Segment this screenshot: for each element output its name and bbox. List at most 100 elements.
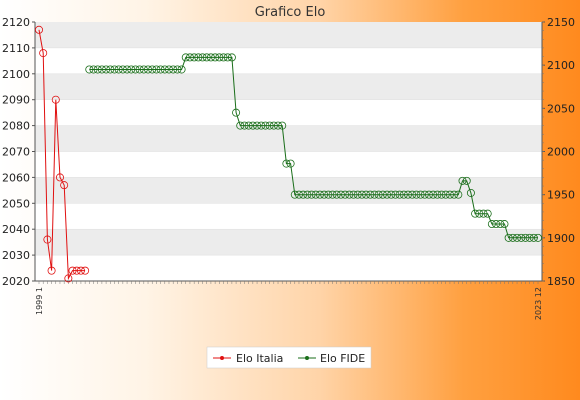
data-point xyxy=(462,176,471,185)
data-point xyxy=(286,159,295,168)
data-point xyxy=(504,233,513,242)
data-point xyxy=(404,190,413,199)
data-point xyxy=(341,190,350,199)
data-point xyxy=(160,65,169,74)
data-point xyxy=(525,233,534,242)
legend-box xyxy=(206,346,372,369)
legend-marker-elo-italia xyxy=(220,356,224,360)
data-point xyxy=(110,65,119,74)
data-point xyxy=(278,121,287,130)
y-tick-label-left: 2030 xyxy=(2,249,30,262)
data-point xyxy=(328,190,337,199)
data-point xyxy=(97,65,106,74)
data-point xyxy=(131,65,140,74)
data-point xyxy=(345,190,354,199)
data-point xyxy=(227,53,236,62)
y-tick-label-right: 2100 xyxy=(547,59,575,72)
data-point xyxy=(47,266,56,275)
data-point xyxy=(194,53,203,62)
data-point xyxy=(433,190,442,199)
data-point xyxy=(450,190,459,199)
data-point xyxy=(236,121,245,130)
data-point xyxy=(261,121,270,130)
data-point xyxy=(248,121,257,130)
data-point xyxy=(215,53,224,62)
y-tick-label-right: 1900 xyxy=(547,232,575,245)
data-point xyxy=(81,266,90,275)
data-point xyxy=(181,53,190,62)
data-point xyxy=(513,233,522,242)
data-point xyxy=(500,220,509,229)
data-point xyxy=(374,190,383,199)
data-point xyxy=(211,53,220,62)
data-point xyxy=(60,181,69,190)
data-point xyxy=(353,190,362,199)
y-tick-label-right: 2150 xyxy=(547,16,575,29)
data-point xyxy=(43,235,52,244)
data-point xyxy=(299,190,308,199)
grid-band xyxy=(35,73,542,100)
data-point xyxy=(357,190,366,199)
data-point xyxy=(190,53,199,62)
data-point xyxy=(290,190,299,199)
data-point xyxy=(408,190,417,199)
legend: Elo Italia Elo FIDE xyxy=(206,346,372,369)
data-point xyxy=(240,121,249,130)
data-point xyxy=(534,233,543,242)
data-point xyxy=(437,190,446,199)
grid-band xyxy=(35,177,542,204)
y-tick-label-left: 2090 xyxy=(2,94,30,107)
data-point xyxy=(391,190,400,199)
data-point xyxy=(169,65,178,74)
data-point xyxy=(202,53,211,62)
data-point xyxy=(429,190,438,199)
data-point xyxy=(349,190,358,199)
grid-band xyxy=(35,125,542,152)
y-tick-label-left: 2050 xyxy=(2,197,30,210)
data-point xyxy=(412,190,421,199)
data-point xyxy=(282,159,291,168)
data-point xyxy=(416,190,425,199)
data-point xyxy=(93,65,102,74)
data-point xyxy=(265,121,274,130)
data-point xyxy=(39,49,48,58)
data-point xyxy=(466,188,475,197)
y-tick-label-left: 2100 xyxy=(2,68,30,81)
y-tick-label-right: 2000 xyxy=(547,146,575,159)
data-point xyxy=(315,190,324,199)
grid-band xyxy=(35,229,542,256)
data-point xyxy=(496,220,505,229)
data-point xyxy=(68,266,77,275)
x-tick-label: 1999 1 xyxy=(35,287,44,315)
y-tick-label-right: 1950 xyxy=(547,189,575,202)
data-point xyxy=(471,209,480,218)
data-point xyxy=(274,121,283,130)
data-point xyxy=(529,233,538,242)
data-point xyxy=(311,190,320,199)
x-tick-label: 2023 12 xyxy=(534,287,543,320)
data-point xyxy=(114,65,123,74)
data-point xyxy=(508,233,517,242)
data-point xyxy=(332,190,341,199)
legend-label-elo-fide: Elo FIDE xyxy=(320,352,365,365)
data-point xyxy=(445,190,454,199)
data-point xyxy=(517,233,526,242)
data-point xyxy=(152,65,161,74)
data-point xyxy=(378,190,387,199)
data-point xyxy=(366,190,375,199)
data-point xyxy=(177,65,186,74)
y-tick-label-left: 2080 xyxy=(2,120,30,133)
data-point xyxy=(206,53,215,62)
data-point xyxy=(156,65,165,74)
data-point xyxy=(55,173,64,182)
y-tick-label-left: 2070 xyxy=(2,146,30,159)
data-point xyxy=(127,65,136,74)
data-point xyxy=(219,53,228,62)
y-tick-label-right: 2050 xyxy=(547,102,575,115)
data-point xyxy=(148,65,157,74)
data-point xyxy=(89,65,98,74)
data-point xyxy=(257,121,266,130)
data-point xyxy=(336,190,345,199)
data-point xyxy=(303,190,312,199)
y-tick-label-left: 2060 xyxy=(2,171,30,184)
